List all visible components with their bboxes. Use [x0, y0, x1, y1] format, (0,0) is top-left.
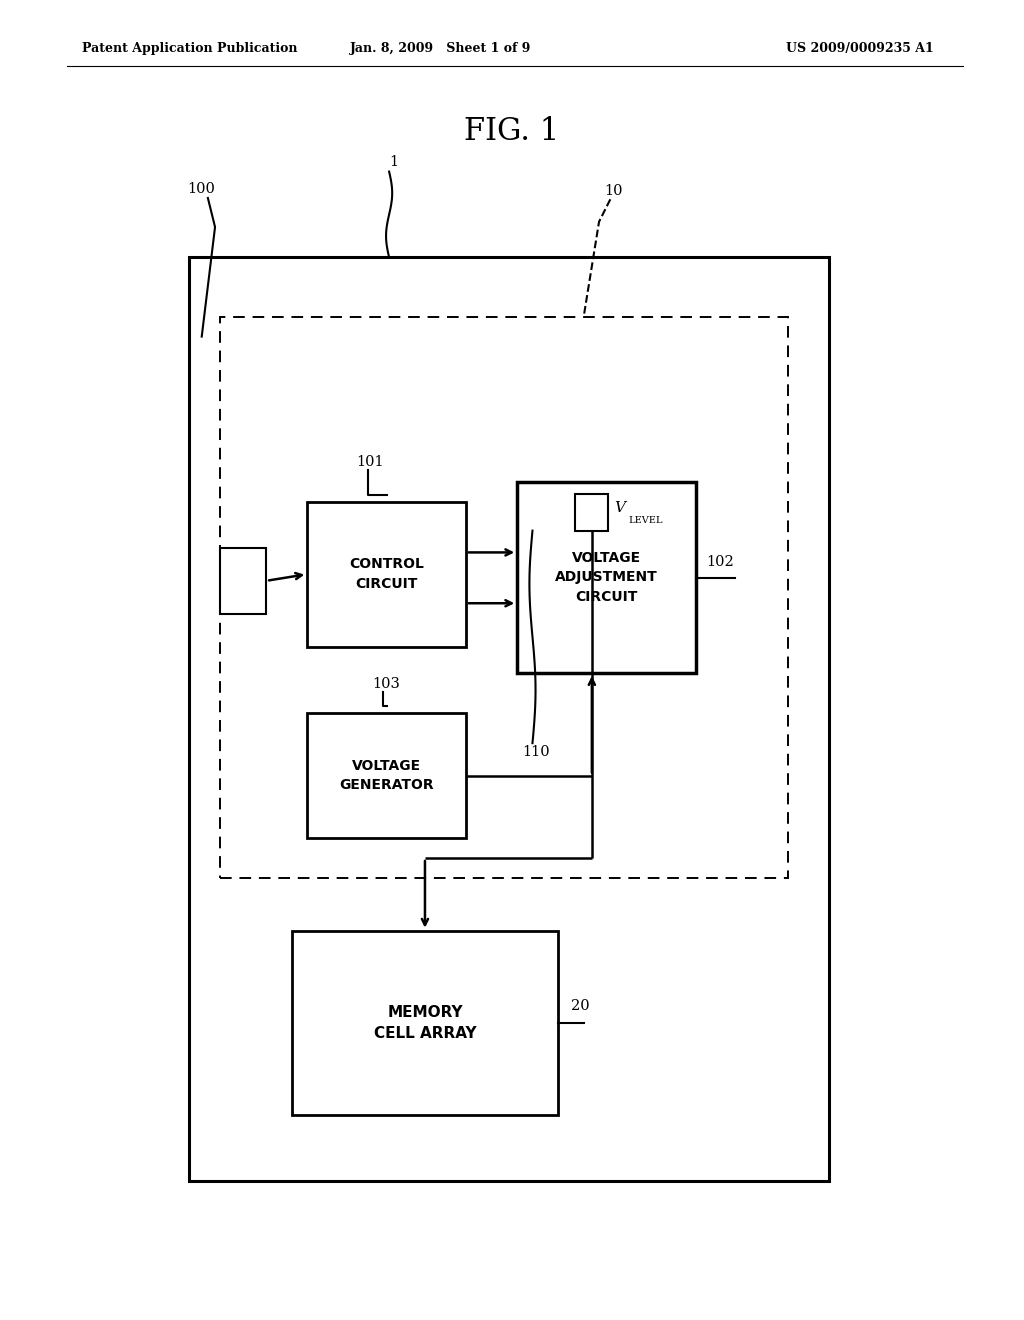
Text: 1: 1: [390, 156, 398, 169]
Bar: [220, 317, 788, 878]
Text: 101: 101: [356, 455, 384, 469]
Text: LEVEL: LEVEL: [629, 516, 664, 524]
Bar: [307, 502, 466, 647]
Bar: [517, 482, 696, 673]
Text: MEMORY
CELL ARRAY: MEMORY CELL ARRAY: [374, 1005, 476, 1041]
Text: 100: 100: [187, 182, 215, 195]
Bar: [292, 931, 558, 1115]
Bar: [220, 548, 266, 614]
Text: 103: 103: [373, 677, 400, 690]
Text: US 2009/0009235 A1: US 2009/0009235 A1: [786, 42, 934, 55]
Text: 20: 20: [571, 999, 590, 1012]
Text: 10: 10: [604, 185, 623, 198]
Text: Jan. 8, 2009   Sheet 1 of 9: Jan. 8, 2009 Sheet 1 of 9: [349, 42, 531, 55]
Text: VOLTAGE
ADJUSTMENT
CIRCUIT: VOLTAGE ADJUSTMENT CIRCUIT: [555, 550, 658, 605]
Text: FIG. 1: FIG. 1: [464, 116, 560, 148]
Text: 102: 102: [707, 556, 734, 569]
Bar: [575, 494, 608, 531]
Bar: [307, 713, 466, 838]
Text: Patent Application Publication: Patent Application Publication: [82, 42, 297, 55]
Text: VOLTAGE
GENERATOR: VOLTAGE GENERATOR: [339, 759, 434, 792]
Text: 110: 110: [522, 746, 550, 759]
Text: CONTROL
CIRCUIT: CONTROL CIRCUIT: [349, 557, 424, 591]
Text: V: V: [614, 502, 626, 515]
Bar: [189, 257, 829, 1181]
